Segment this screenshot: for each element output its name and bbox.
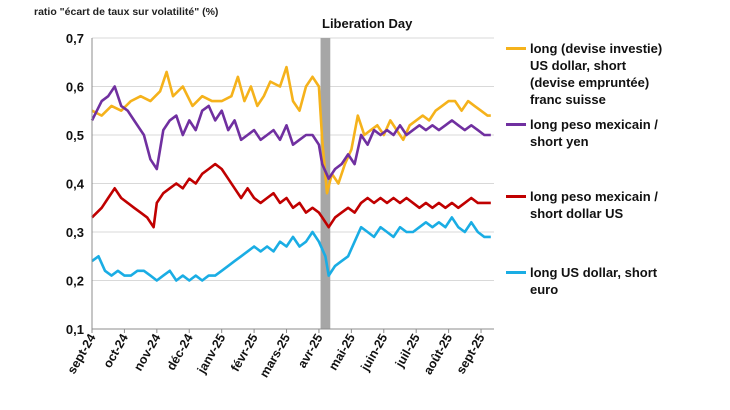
- legend-swatch-mxn-jpy: [506, 123, 526, 126]
- legend-swatch-usd-chf: [506, 47, 526, 50]
- x-tick-label: janv-25: [194, 331, 228, 376]
- x-tick-label: mai-25: [326, 331, 358, 372]
- y-tick-label: 0,2: [66, 274, 84, 289]
- legend-label-mxn-jpy: long peso mexicain / short yen: [530, 117, 658, 149]
- legend-label-mxn-usd: long peso mexicain / short dollar US: [530, 189, 658, 221]
- x-tick-label: juin-25: [358, 331, 391, 374]
- y-tick-label: 0,1: [66, 322, 84, 337]
- x-tick-label: sept-24: [65, 331, 99, 376]
- x-tick-label: avr-25: [295, 331, 326, 370]
- series-lines: [90, 65, 491, 282]
- x-tick-label: juil-25: [392, 331, 423, 370]
- x-tick-label: sept-25: [454, 331, 488, 376]
- series-line-mxn-usd: [91, 162, 491, 229]
- gridlines: [92, 37, 494, 281]
- x-tick-label: mars-25: [257, 331, 293, 380]
- x-tick-label: nov-24: [131, 331, 163, 373]
- y-tick-label: 0,3: [66, 225, 84, 240]
- x-tick-label: déc-24: [164, 331, 196, 372]
- y-axis-title: ratio "écart de taux sur volatilité" (%): [34, 6, 219, 18]
- x-tick-label: févr-25: [228, 331, 261, 374]
- x-tick-label: oct-24: [100, 331, 131, 370]
- y-tick-label: 0,5: [66, 128, 84, 143]
- legend-label-usd-eur: long US dollar, short euro: [530, 265, 658, 297]
- series-line-usd-chf: [91, 65, 491, 195]
- x-tick-label: août-25: [421, 331, 455, 377]
- legend-swatch-mxn-usd: [506, 195, 526, 198]
- legend-swatch-usd-eur: [506, 271, 526, 274]
- liberation-day-label: Liberation Day: [322, 16, 413, 31]
- series-line-usd-eur: [91, 216, 491, 282]
- y-tick-label: 0,4: [66, 177, 85, 192]
- y-tick-label: 0,6: [66, 80, 84, 95]
- legend-label-usd-chf: long (devise investie) US dollar, short …: [530, 41, 663, 107]
- y-tick-label: 0,7: [66, 31, 84, 46]
- series-line-mxn-jpy: [90, 85, 491, 180]
